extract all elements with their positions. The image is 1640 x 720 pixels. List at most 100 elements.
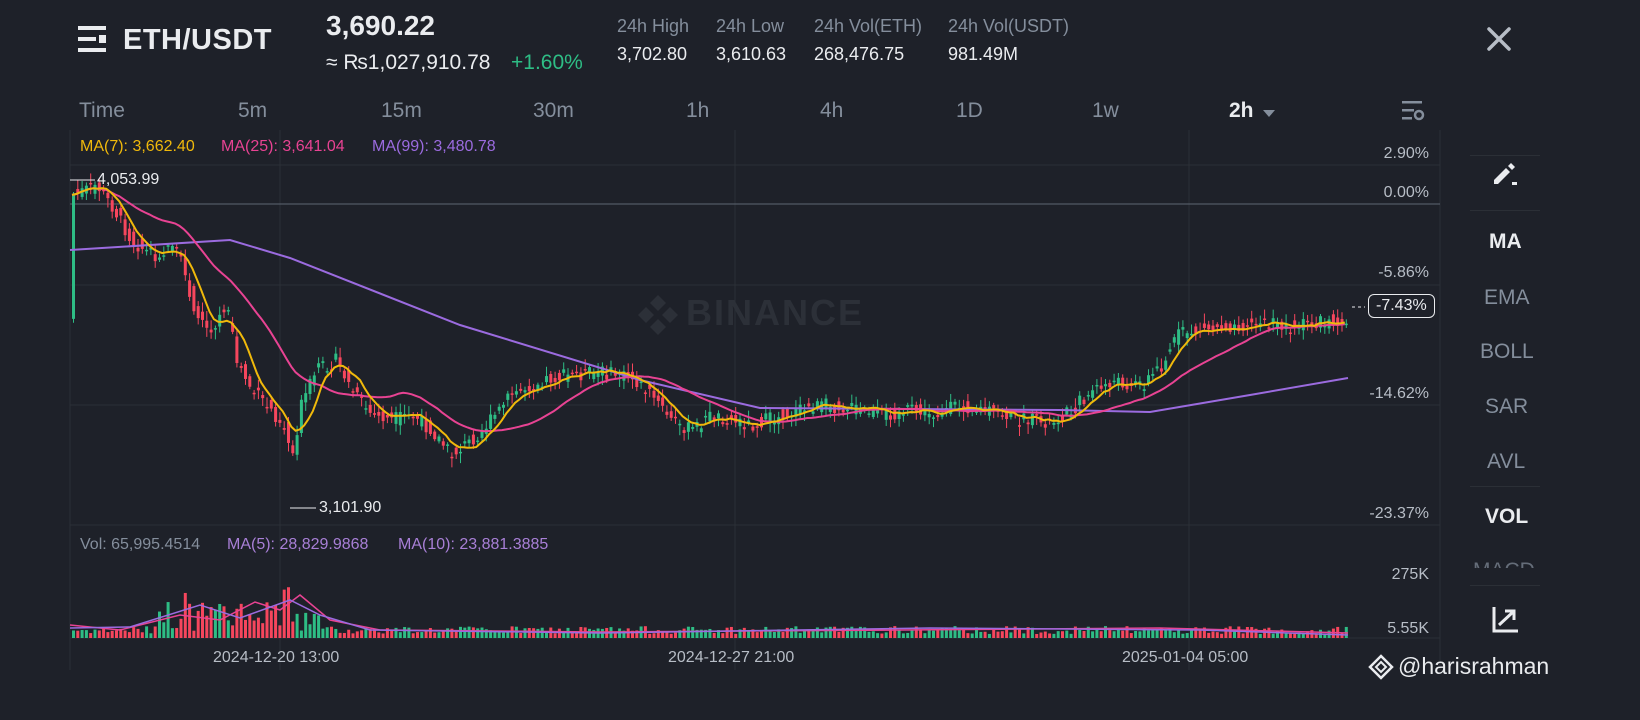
candle-body [669,411,673,418]
candle-body [1254,323,1258,326]
candle-body [1190,333,1193,336]
candle-body [635,378,639,388]
volume-bar [299,630,303,638]
volume-bar [201,602,204,638]
candle-body [1237,324,1241,331]
candle-body [1215,324,1219,327]
candle-body [489,414,493,429]
candle-body [1000,415,1004,417]
volume-bar [304,612,308,638]
tab-5m[interactable]: 5m [238,99,268,122]
close-icon[interactable] [1486,26,1512,57]
vol-axis-label: 5.55K [1387,620,1429,637]
candle-body [648,384,652,389]
candle-body [876,409,880,414]
candle-body [299,399,303,433]
volume-bar [1013,626,1017,638]
candle-body [815,401,819,409]
candle-body [1327,319,1331,329]
candle-body [1194,326,1198,334]
volume-bar [390,629,394,638]
candle-body [506,393,510,400]
volume-bar [979,631,983,638]
volume-bar [1164,629,1168,638]
pct-axis-label: -5.86% [1378,264,1429,281]
candle-body [803,410,806,412]
candle-body [1228,323,1232,332]
candle-body [342,370,346,379]
chart-trend-icon[interactable] [1491,604,1521,639]
volume-bar [708,628,712,638]
indicator-boll[interactable]: BOLL [1480,340,1534,363]
time-axis-label: 2024-12-20 13:00 [213,649,340,666]
indicator-avl[interactable]: AVL [1487,450,1526,473]
tab-time[interactable]: Time [79,99,125,122]
volume-bar [893,626,897,638]
chart-canvas[interactable] [0,130,1460,670]
volume-bar [536,628,540,638]
volume-bar [923,633,927,638]
vol-ma10-legend: MA(10): 23,881.3885 [398,536,549,553]
stat-24h-high-label: 24h High [617,16,690,36]
pair-title[interactable]: ETH/USDT [123,24,272,56]
candle-body [471,434,475,445]
volume-bar [1086,626,1090,638]
candle-body [480,430,484,438]
volume-bar [897,629,901,638]
volume-bar [205,615,209,638]
candle-body [1043,424,1047,428]
candle-body [949,401,953,415]
candle-body [605,374,609,380]
candle-body [1009,412,1013,418]
indicator-ma[interactable]: MA [1489,230,1522,253]
tab-2h-active[interactable]: 2h [1229,99,1254,122]
tab-4h[interactable]: 4h [820,99,844,122]
indicator-sar[interactable]: SAR [1485,395,1529,418]
volume-bar [1198,630,1202,638]
volume-bar [794,626,798,638]
volume-bar [811,630,815,638]
candle-body [192,286,196,312]
volume-bar [1116,629,1120,638]
indicator-ema[interactable]: EMA [1484,286,1530,309]
candle-body [287,422,290,443]
pct-axis-label: 0.00% [1383,184,1429,201]
candle-body [256,387,260,391]
volume-bar [1207,632,1211,638]
volume-bar [764,626,768,638]
pencil-draw-icon[interactable] [1490,158,1520,193]
volume-bar [1112,631,1116,638]
tab-1d[interactable]: 1D [956,99,983,122]
candle-body [1293,320,1297,328]
candle-body [932,417,935,419]
volume-bar [815,627,819,638]
volume-bar [97,630,101,638]
candle-body [347,370,351,382]
volume-bar [996,631,1000,638]
volume-bar [218,603,222,638]
tab-30m[interactable]: 30m [533,99,574,122]
chevron-down-icon[interactable] [1262,106,1276,124]
volume-bar [777,629,781,638]
chart-settings-icon[interactable] [1400,98,1426,129]
low-price-label: 3,101.90 [319,499,382,516]
volume-bar [523,628,527,638]
menu-lines-icon[interactable] [78,24,108,59]
volume-bar [781,632,785,638]
volume-bar [127,632,131,638]
volume-bar [321,628,325,638]
candle-body [992,405,996,409]
indicator-macd[interactable]: MACD [1473,559,1535,568]
candle-body [188,280,192,297]
candle-body [1336,317,1340,326]
candle-body [265,406,269,409]
tab-1h[interactable]: 1h [686,99,710,122]
volume-bar [342,633,346,638]
tab-15m[interactable]: 15m [381,99,422,122]
candle-body [884,409,888,420]
candle-body [596,371,600,377]
volume-bar [385,628,389,638]
tab-1w[interactable]: 1w [1092,99,1119,122]
volume-bar [1224,627,1228,638]
indicator-vol[interactable]: VOL [1485,505,1529,528]
